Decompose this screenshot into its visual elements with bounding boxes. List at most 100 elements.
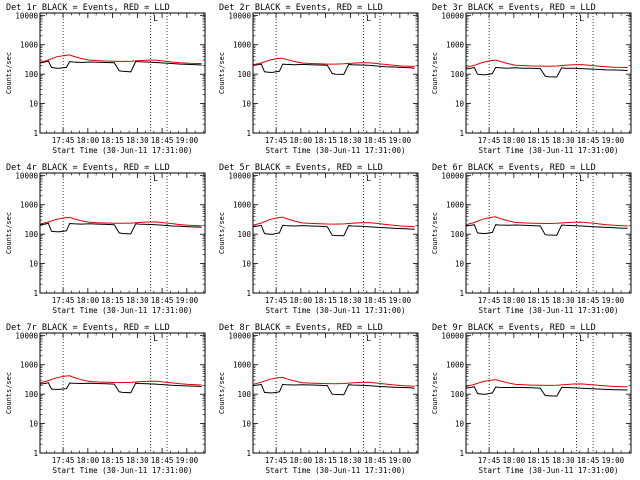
x-tick-label: 19:00 — [389, 456, 412, 465]
y-tick-label: 10 — [29, 260, 39, 269]
y-axis-label: Counts/sec — [218, 372, 226, 414]
chart-svg: Det 6r BLACK = Events, RED = LLD 1 10 100 10… — [431, 163, 632, 315]
x-tick-label: 18:45 — [151, 456, 174, 465]
x-tick-label: 19:00 — [176, 296, 199, 305]
x-tick-label: 18:45 — [151, 296, 174, 305]
plot-frame — [39, 172, 206, 294]
x-axis-label: Start Time (30-Jun-11 17:31:00) — [479, 306, 619, 315]
chart-panel-6: Det 6r BLACK = Events, RED = LLD 1 10 100 10… — [426, 160, 639, 320]
y-tick-label: 1000 — [446, 201, 465, 210]
y-tick-label: 10000 — [441, 11, 464, 20]
x-tick-label: 18:30 — [126, 456, 149, 465]
chart-panel-3: Det 3r BLACK = Events, RED = LLD 1 10 100 10… — [426, 0, 639, 160]
y-tick-label: 10 — [455, 420, 465, 429]
x-axis-label: Start Time (30-Jun-11 17:31:00) — [479, 466, 619, 475]
chart-panel-4: Det 4r BLACK = Events, RED = LLD 1 10 100 10… — [0, 160, 213, 320]
marker-glyph: L — [366, 174, 371, 183]
x-tick-label: 17:45 — [52, 296, 75, 305]
marker-glyph: L — [153, 14, 158, 23]
series-events-line — [465, 386, 628, 397]
y-tick-label: 1000 — [233, 201, 252, 210]
x-tick-label: 18:00 — [290, 136, 313, 145]
x-tick-label: 17:45 — [52, 136, 75, 145]
x-tick-label: 18:30 — [339, 136, 362, 145]
y-axis-label: Counts/sec — [431, 52, 439, 94]
series-lld-line — [39, 54, 202, 65]
x-tick-label: 18:15 — [101, 296, 124, 305]
y-tick-label: 100 — [237, 230, 251, 239]
plot-frame — [252, 332, 419, 454]
x-tick-label: 18:00 — [503, 136, 526, 145]
y-tick-label: 1000 — [20, 361, 39, 370]
x-axis-label: Start Time (30-Jun-11 17:31:00) — [479, 146, 619, 155]
x-tick-label: 17:45 — [265, 296, 288, 305]
marker-glyph: L — [366, 14, 371, 23]
y-tick-label: 1000 — [233, 41, 252, 50]
chart-svg: Det 8r BLACK = Events, RED = LLD 1 10 100 10… — [218, 323, 419, 475]
series-lld-line — [465, 216, 628, 227]
x-tick-label: 19:00 — [602, 456, 625, 465]
x-tick-label: 18:30 — [126, 296, 149, 305]
y-axis-label: Counts/sec — [218, 212, 226, 254]
y-tick-label: 100 — [237, 70, 251, 79]
series-events-line — [39, 60, 202, 73]
y-tick-label: 1 — [459, 289, 464, 298]
chart-title: Det 9r BLACK = Events, RED = LLD — [432, 323, 596, 333]
y-tick-label: 10 — [242, 260, 252, 269]
y-tick-label: 100 — [24, 70, 38, 79]
series-lld-line — [252, 216, 415, 228]
series-events-line — [39, 382, 202, 394]
y-tick-label: 100 — [450, 390, 464, 399]
x-tick-label: 19:00 — [602, 296, 625, 305]
chart-panel-5: Det 5r BLACK = Events, RED = LLD 1 10 100 10… — [213, 160, 426, 320]
y-tick-label: 10000 — [441, 331, 464, 340]
y-axis-label: Counts/sec — [431, 372, 439, 414]
x-axis-label: Start Time (30-Jun-11 17:31:00) — [266, 146, 406, 155]
y-tick-label: 1 — [459, 449, 464, 458]
chart-panel-2: Det 2r BLACK = Events, RED = LLD 1 10 100 10… — [213, 0, 426, 160]
x-tick-label: 19:00 — [602, 136, 625, 145]
x-tick-label: 18:45 — [364, 456, 387, 465]
y-tick-label: 10 — [455, 100, 465, 109]
y-tick-label: 100 — [237, 390, 251, 399]
chart-svg: Det 9r BLACK = Events, RED = LLD 1 10 100 10… — [431, 323, 632, 475]
x-tick-label: 18:30 — [339, 456, 362, 465]
y-tick-label: 1 — [33, 289, 38, 298]
y-tick-label: 10 — [29, 100, 39, 109]
y-axis-label: Counts/sec — [5, 372, 13, 414]
x-tick-label: 17:45 — [478, 136, 501, 145]
y-tick-label: 100 — [450, 70, 464, 79]
x-tick-label: 18:45 — [364, 136, 387, 145]
x-tick-label: 18:00 — [503, 456, 526, 465]
y-axis-label: Counts/sec — [431, 212, 439, 254]
x-tick-label: 18:00 — [503, 296, 526, 305]
y-tick-label: 1000 — [446, 41, 465, 50]
plot-frame — [252, 172, 419, 294]
x-tick-label: 18:15 — [101, 136, 124, 145]
y-tick-label: 10 — [455, 260, 465, 269]
y-tick-label: 1 — [459, 129, 464, 138]
chart-svg: Det 4r BLACK = Events, RED = LLD 1 10 100 10… — [5, 163, 206, 315]
marker-glyph: L — [579, 334, 584, 343]
series-events-line — [252, 63, 415, 75]
x-axis-label: Start Time (30-Jun-11 17:31:00) — [266, 306, 406, 315]
y-axis-label: Counts/sec — [218, 52, 226, 94]
y-axis-label: Counts/sec — [5, 52, 13, 94]
y-tick-label: 10 — [242, 420, 252, 429]
y-tick-label: 10000 — [15, 331, 38, 340]
x-axis-label: Start Time (30-Jun-11 17:31:00) — [53, 146, 193, 155]
series-events-line — [252, 383, 415, 396]
y-tick-label: 10000 — [228, 331, 251, 340]
plot-frame — [465, 12, 632, 134]
chart-svg: Det 1r BLACK = Events, RED = LLD 1 10 100 10… — [5, 3, 206, 155]
marker-glyph: L — [579, 174, 584, 183]
y-tick-label: 1000 — [20, 41, 39, 50]
y-tick-label: 1 — [246, 449, 251, 458]
plot-frame — [39, 332, 206, 454]
series-lld-line — [39, 216, 202, 227]
x-tick-label: 17:45 — [52, 456, 75, 465]
y-tick-label: 1 — [246, 129, 251, 138]
marker-glyph: L — [153, 334, 158, 343]
x-tick-label: 18:15 — [527, 296, 550, 305]
